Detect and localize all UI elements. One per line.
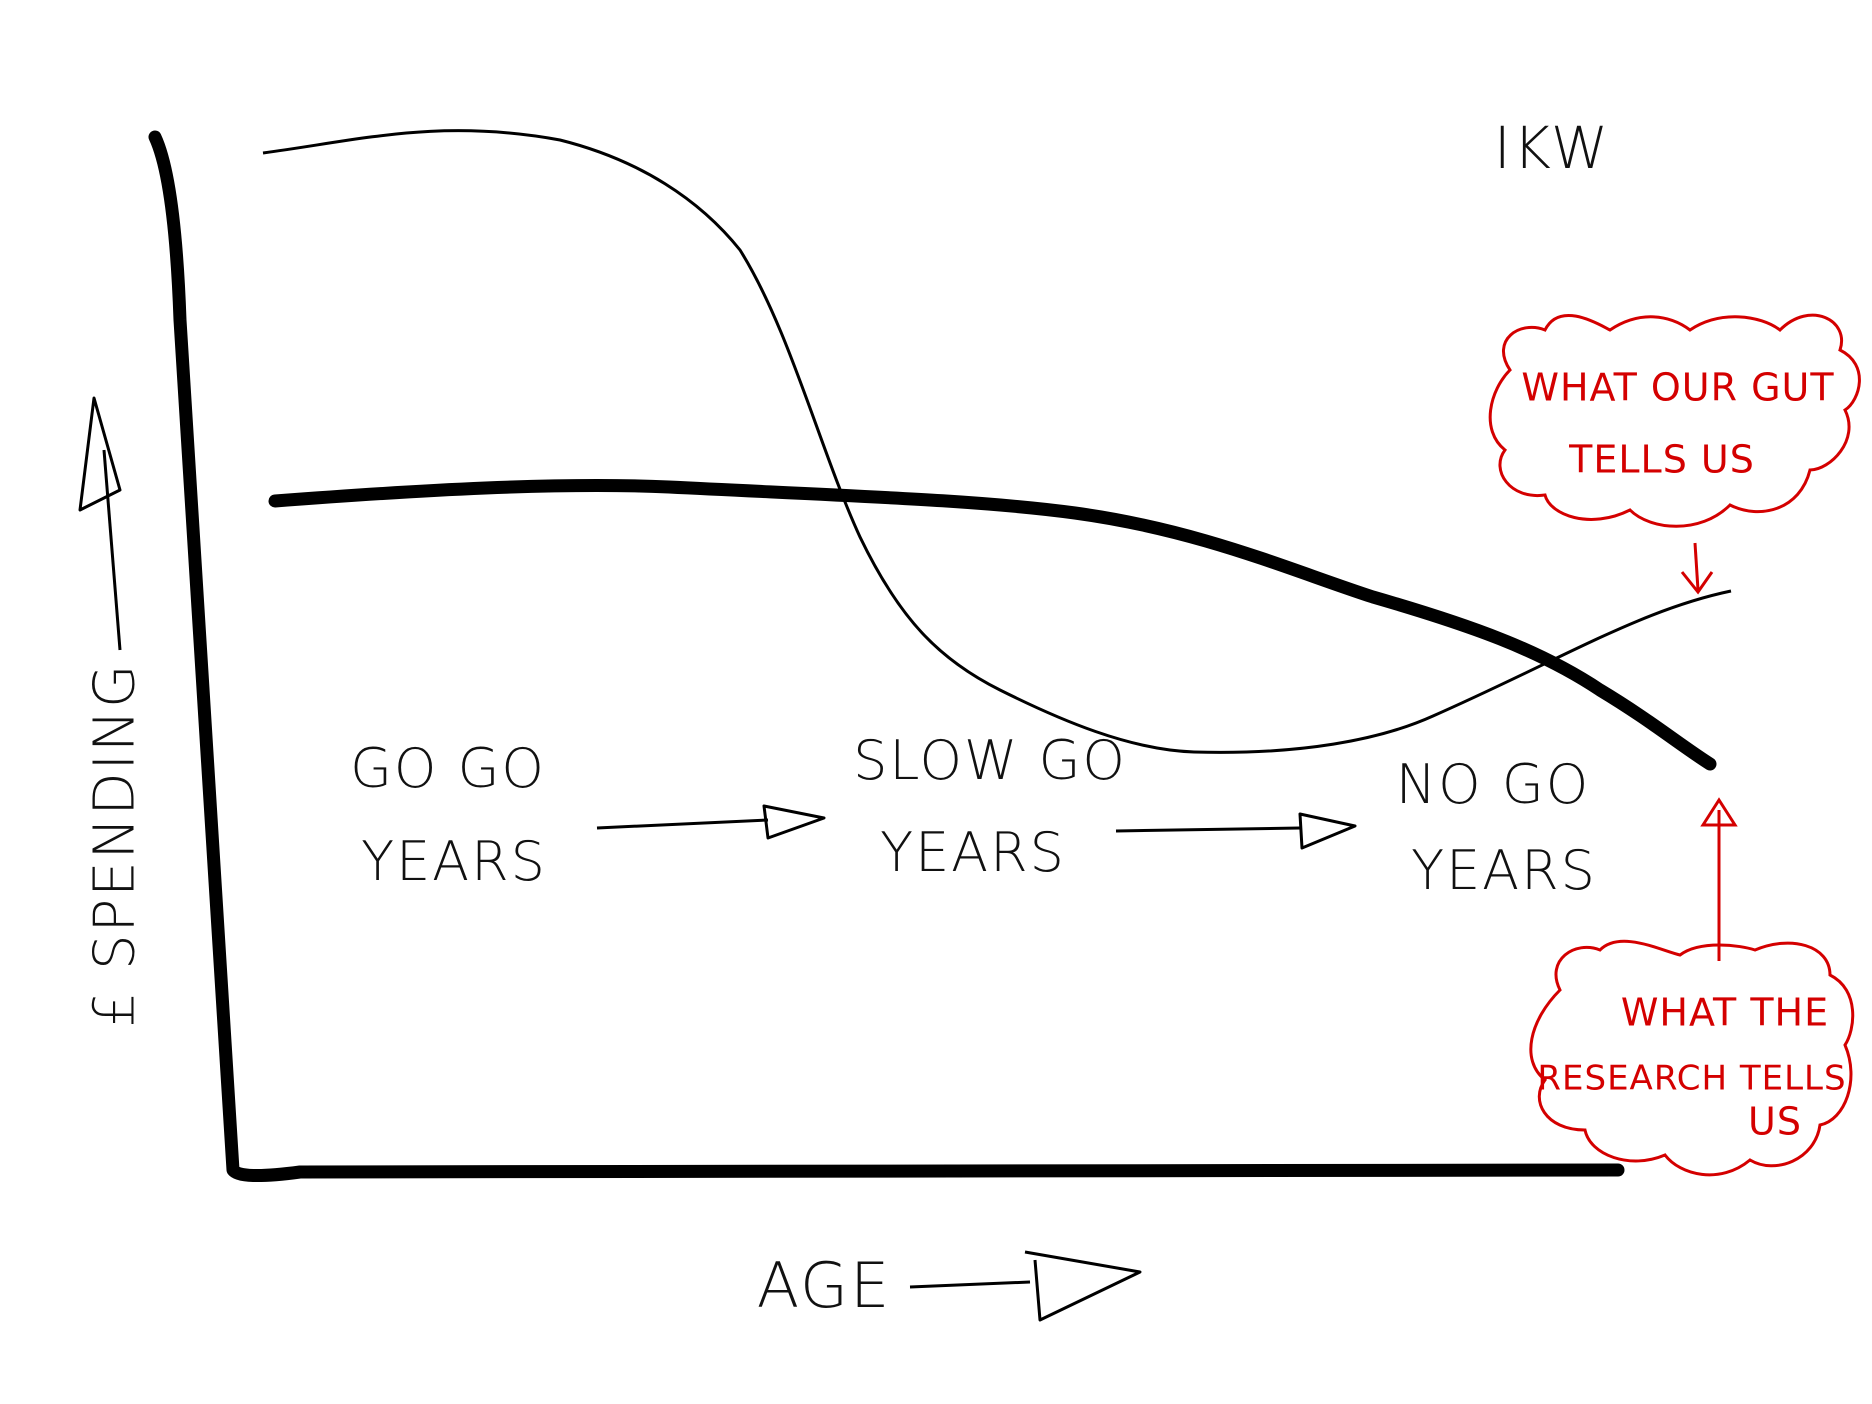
arrow-head xyxy=(762,804,826,840)
arrow-shaft xyxy=(596,818,769,830)
arrow-head xyxy=(1024,1250,1142,1322)
gut-cloud xyxy=(1488,313,1861,528)
gut-arrow xyxy=(1680,542,1714,595)
arrow-shaft xyxy=(909,1280,1031,1289)
x-axis-label: AGE xyxy=(757,1249,892,1322)
callout-text: TELLS US xyxy=(1568,438,1755,482)
phase-arrows xyxy=(596,804,1357,850)
y-axis-arrow xyxy=(78,396,122,651)
axes xyxy=(148,130,1625,1183)
phase-label: SLOW GO xyxy=(853,729,1127,792)
callout-text: US xyxy=(1748,1100,1802,1144)
x-axis-arrow xyxy=(909,1250,1142,1322)
arrow-shaft xyxy=(1115,826,1301,833)
phase-label: YEARS xyxy=(1411,839,1597,902)
arrow-head xyxy=(1298,812,1357,850)
phase-label: GO GO xyxy=(350,737,546,800)
signature: IKW xyxy=(1494,114,1610,182)
arrow-shaft xyxy=(102,449,122,651)
callout-text: WHAT THE xyxy=(1621,991,1829,1035)
callout-text: RESEARCH TELLS xyxy=(1537,1059,1846,1099)
phase-label: NO GO xyxy=(1396,753,1590,816)
arrow-head xyxy=(1680,571,1714,595)
y-axis-label: £ SPENDING xyxy=(82,663,147,1028)
arrow-head xyxy=(78,396,122,512)
gut-curve xyxy=(262,129,1732,754)
research-arrow xyxy=(1700,797,1738,961)
callout-text: WHAT OUR GUT xyxy=(1521,366,1834,410)
phase-label: YEARS xyxy=(361,830,547,893)
arrow-shaft xyxy=(1693,542,1700,591)
phase-label: YEARS xyxy=(880,821,1066,884)
research-cloud xyxy=(1529,939,1855,1177)
arrow-head xyxy=(1700,797,1738,827)
research-curve xyxy=(268,478,1717,771)
